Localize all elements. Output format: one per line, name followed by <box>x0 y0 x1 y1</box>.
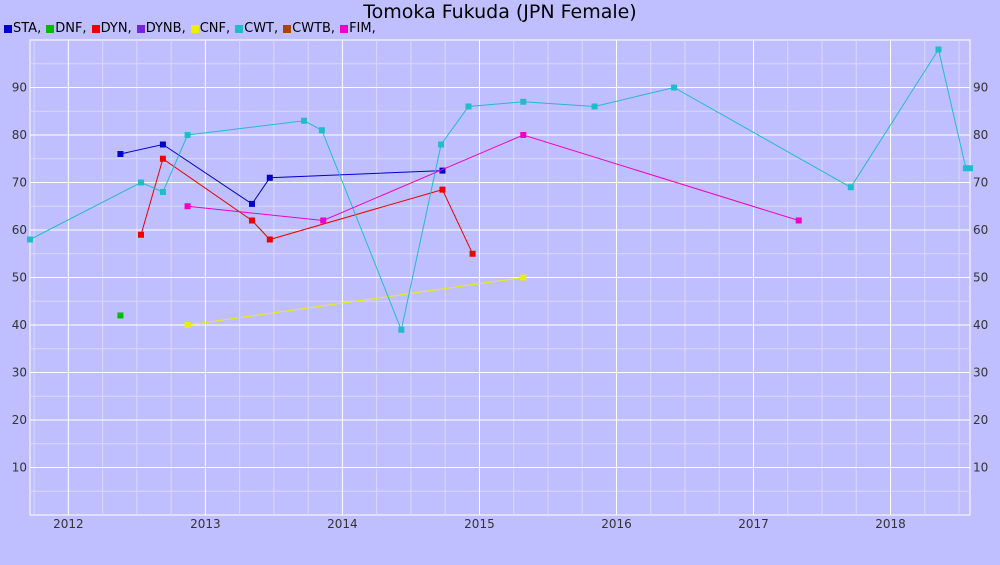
legend-swatch <box>190 24 199 33</box>
y-tick-label-left: 20 <box>12 413 27 427</box>
data-point-fim <box>184 203 191 210</box>
y-tick-label-right: 60 <box>973 223 988 237</box>
data-point-sta <box>117 151 124 157</box>
data-point-sta <box>266 174 273 181</box>
x-tick-label: 2015 <box>464 517 495 531</box>
legend-swatch <box>46 24 55 33</box>
data-point-fim <box>795 217 802 224</box>
y-tick-label-left: 70 <box>12 176 27 190</box>
series-line-cwt <box>29 48 970 332</box>
series-line-dyn <box>140 157 474 255</box>
y-tick-label-right: 80 <box>973 128 988 142</box>
y-tick-label-left: 40 <box>12 318 27 332</box>
y-tick-label-right: 10 <box>973 461 988 475</box>
data-point-fim <box>320 217 327 224</box>
data-point-dyn <box>439 186 446 193</box>
series-line-fim <box>187 134 799 222</box>
data-point-cwt <box>935 46 942 53</box>
y-tick-label-right: 90 <box>973 81 988 95</box>
data-point-dnf <box>117 312 124 319</box>
legend-item-dnf: DNF, <box>46 21 87 36</box>
legend-swatch <box>283 24 292 33</box>
data-point-cwt <box>962 165 969 172</box>
legend-label: CWT, <box>244 21 279 36</box>
data-point-cwt <box>184 132 191 138</box>
data-point-cwt <box>318 127 325 134</box>
y-tick-label-right: 50 <box>973 271 988 285</box>
data-point-cwt <box>967 165 973 172</box>
y-tick-label-right: 70 <box>973 176 988 190</box>
data-point-fim <box>520 132 527 138</box>
y-tick-label-left: 10 <box>12 461 27 475</box>
y-tick-label-right: 30 <box>973 366 988 380</box>
x-tick-label: 2016 <box>601 517 632 531</box>
legend-swatch <box>4 24 12 33</box>
legend-swatch <box>136 24 145 33</box>
data-point-cnf <box>520 274 527 281</box>
legend-label: STA, <box>13 21 42 36</box>
legend-label: FIM, <box>349 21 376 36</box>
y-tick-label-left: 80 <box>12 128 27 142</box>
x-tick-label: 2017 <box>738 517 769 531</box>
legend-label: DNF, <box>55 21 87 36</box>
data-point-dyn <box>159 155 166 162</box>
data-point-dyn <box>248 217 255 224</box>
legend-swatch <box>235 24 244 33</box>
data-point-cnf <box>184 322 191 328</box>
legend-label: DYN, <box>100 21 132 36</box>
data-point-sta <box>439 167 446 174</box>
data-point-cwt <box>27 236 33 243</box>
series-line-cnf <box>187 277 524 326</box>
x-tick-label: 2012 <box>53 517 84 531</box>
legend-label: CNF, <box>199 21 231 36</box>
y-tick-label-left: 60 <box>12 223 27 237</box>
data-point-cwt <box>398 326 405 333</box>
legend-label: DYNB, <box>145 21 186 36</box>
data-point-dyn <box>469 250 476 257</box>
legend-item-dyn: DYN, <box>91 21 132 36</box>
legend-swatch <box>340 24 349 33</box>
legend-item-dynb: DYNB, <box>136 21 186 36</box>
legend-item-fim: FIM, <box>340 21 376 36</box>
data-point-cwt <box>465 103 472 110</box>
data-point-cwt <box>159 189 166 195</box>
legend-item-cwtb: CWTB, <box>283 21 335 36</box>
legend-item-sta: STA, <box>4 21 41 36</box>
data-point-cwt <box>671 84 678 91</box>
y-tick-label-right: 20 <box>973 413 988 427</box>
data-point-cwt <box>520 98 527 105</box>
y-tick-label-left: 50 <box>12 271 27 285</box>
data-point-sta <box>159 141 166 148</box>
data-point-cwt <box>137 179 144 186</box>
data-point-cwt <box>591 103 598 110</box>
data-point-cwt <box>847 184 854 191</box>
data-point-dyn <box>266 236 273 243</box>
x-tick-label: 2014 <box>327 517 358 531</box>
legend-item-cwt: CWT, <box>235 21 278 36</box>
y-tick-label-left: 90 <box>12 81 27 95</box>
chart-legend: STA, DNF, DYN, DYNB, CNF, CWT, CWTB, FIM, <box>4 21 381 36</box>
data-point-sta <box>248 200 255 207</box>
legend-label: CWTB, <box>292 21 336 36</box>
legend-item-cnf: CNF, <box>190 21 231 36</box>
x-tick-label: 2018 <box>875 517 906 531</box>
data-point-cwt <box>301 117 308 124</box>
x-tick-label: 2013 <box>190 517 221 531</box>
legend-swatch <box>91 24 100 33</box>
y-tick-label-right: 40 <box>973 318 988 332</box>
chart-title: Tomoka Fukuda (JPN Female) <box>363 1 637 23</box>
data-point-cwt <box>438 141 445 148</box>
y-tick-label-left: 30 <box>12 366 27 380</box>
data-point-dyn <box>137 231 144 238</box>
